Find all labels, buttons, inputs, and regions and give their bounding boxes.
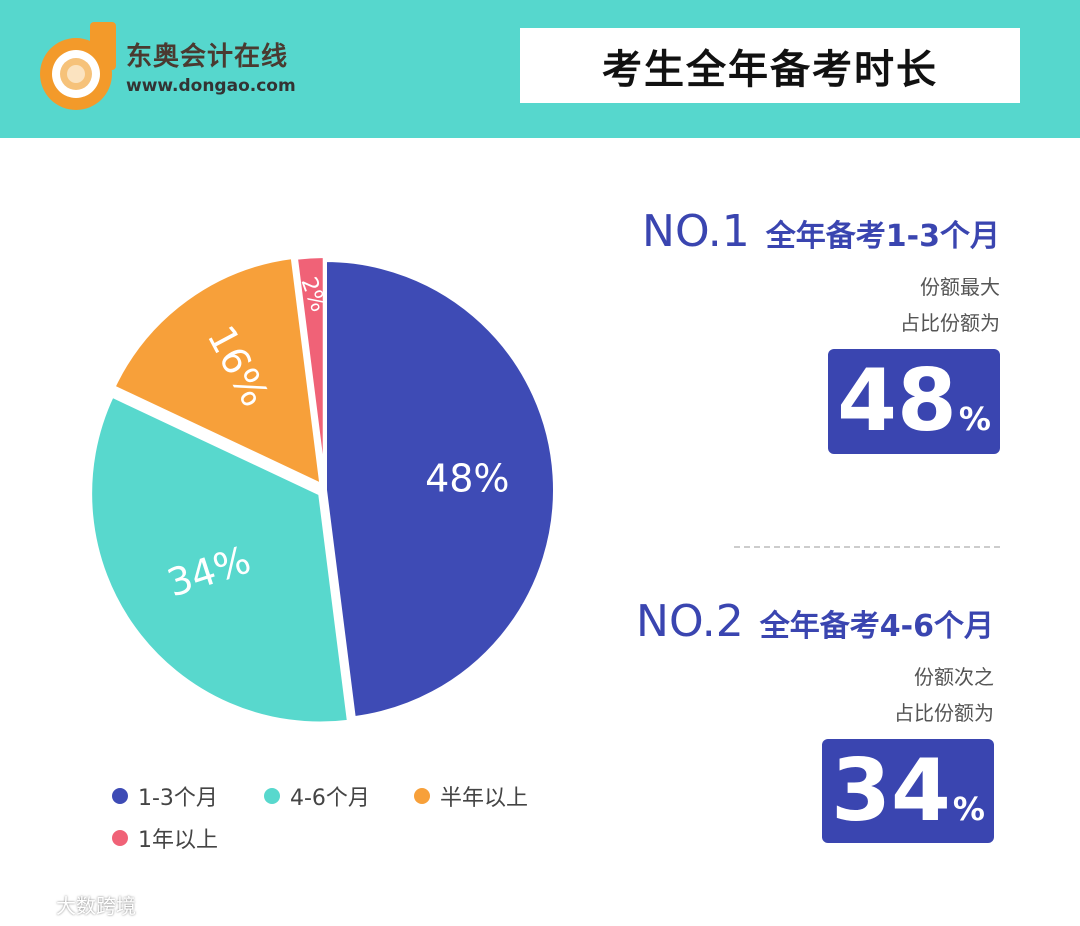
pie-label-1-3-months: 48% <box>425 457 509 501</box>
rank-1-percent-box: 48 % <box>828 349 1000 454</box>
rank-2-percent-box: 34 % <box>822 739 994 843</box>
legend-swatch-over-half-year <box>414 788 430 804</box>
header-bar: 东奥会计在线 www.dongao.com 考生全年备考时长 <box>0 0 1080 138</box>
brand-name: 东奥会计在线 <box>126 42 289 72</box>
pie-slice-over-half-year <box>110 255 324 489</box>
rank-1-desc-line1: 份额最大 <box>920 275 1000 299</box>
legend-label-over-one-year: 1年以上 <box>138 828 218 853</box>
watermark-icon <box>10 895 46 914</box>
brand-logo: 东奥会计在线 www.dongao.com <box>38 22 328 112</box>
rank-card-2: NO.2 全年备考4-6个月 份额次之 占比份额为 34 % <box>636 596 994 843</box>
legend-item-over-one-year: 1年以上 <box>112 822 218 854</box>
rank-1-header: NO.1 全年备考1-3个月 <box>642 206 1000 257</box>
rank-1-number: NO.1 <box>642 206 750 257</box>
legend-swatch-over-one-year <box>112 830 128 846</box>
rank-1-desc-line2: 占比份额为 <box>900 311 1000 335</box>
rank-2-percent-unit: % <box>952 790 985 828</box>
legend-label-over-half-year: 半年以上 <box>440 786 529 811</box>
rank-1-percent-value: 48 <box>837 351 957 451</box>
pie-slice-over-one-year <box>293 255 327 487</box>
rank-2-desc-line2: 占比份额为 <box>894 701 994 725</box>
rank-2-description: 份额次之 占比份额为 <box>636 659 994 731</box>
rank-1-description: 份额最大 占比份额为 <box>642 269 1000 341</box>
rank-2-desc-line1: 份额次之 <box>914 665 994 689</box>
pie-chart: 48%34%16%2% <box>90 255 557 725</box>
section-divider <box>734 546 1000 548</box>
page-title: 考生全年备考时长 <box>602 46 938 93</box>
rank-1-percent-unit: % <box>958 400 991 438</box>
watermark-text: 大数跨境 <box>56 894 136 918</box>
rank-2-title: 全年备考4-6个月 <box>759 609 994 644</box>
watermark: 大数跨境 <box>10 890 136 919</box>
legend-item-over-half-year: 半年以上 <box>414 780 528 812</box>
brand-url: www.dongao.com <box>126 76 296 96</box>
legend-item-1-3-months: 1-3个月 <box>112 780 218 812</box>
legend-item-4-6-months: 4-6个月 <box>264 780 370 812</box>
rank-2-number: NO.2 <box>636 596 744 647</box>
pie-slice-1-3-months <box>323 257 557 721</box>
legend-swatch-4-6-months <box>264 788 280 804</box>
legend-label-4-6-months: 4-6个月 <box>290 786 370 811</box>
title-box: 考生全年备考时长 <box>520 28 1020 103</box>
rank-card-1: NO.1 全年备考1-3个月 份额最大 占比份额为 48 % <box>642 206 1000 454</box>
rank-2-percent-value: 34 <box>831 741 951 841</box>
legend-swatch-1-3-months <box>112 788 128 804</box>
brand-logo-icon <box>40 22 116 110</box>
pie-slice-4-6-months <box>90 392 352 725</box>
rank-2-header: NO.2 全年备考4-6个月 <box>636 596 994 647</box>
legend-label-1-3-months: 1-3个月 <box>138 786 218 811</box>
rank-1-title: 全年备考1-3个月 <box>765 219 1000 254</box>
